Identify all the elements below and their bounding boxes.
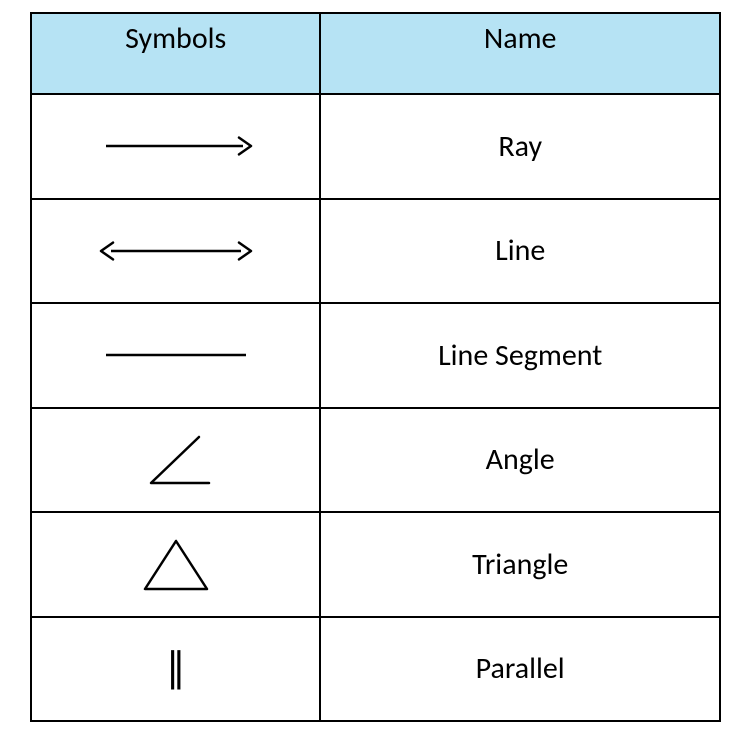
table-row: ∥Parallel: [31, 617, 720, 722]
header-row: Symbols Name: [31, 13, 720, 94]
table-row: Triangle: [31, 512, 720, 617]
line-segment-icon: [31, 303, 320, 408]
symbol-name: Line: [320, 199, 720, 304]
header-name: Name: [320, 13, 720, 94]
triangle-icon: [31, 512, 320, 617]
header-symbols: Symbols: [31, 13, 320, 94]
angle-icon: [31, 408, 320, 513]
symbol-name: Ray: [320, 94, 720, 199]
table-row: Line: [31, 199, 720, 304]
table-row: Angle: [31, 408, 720, 513]
ray-icon: [31, 94, 320, 199]
symbol-name: Parallel: [320, 617, 720, 722]
symbol-name: Line Segment: [320, 303, 720, 408]
line-icon: [31, 199, 320, 304]
symbol-name: Triangle: [320, 512, 720, 617]
symbol-name: Angle: [320, 408, 720, 513]
parallel-icon: ∥: [31, 617, 320, 722]
symbols-table: Symbols Name RayLineLine SegmentAngleTri…: [30, 12, 721, 722]
table-row: Ray: [31, 94, 720, 199]
table-row: Line Segment: [31, 303, 720, 408]
